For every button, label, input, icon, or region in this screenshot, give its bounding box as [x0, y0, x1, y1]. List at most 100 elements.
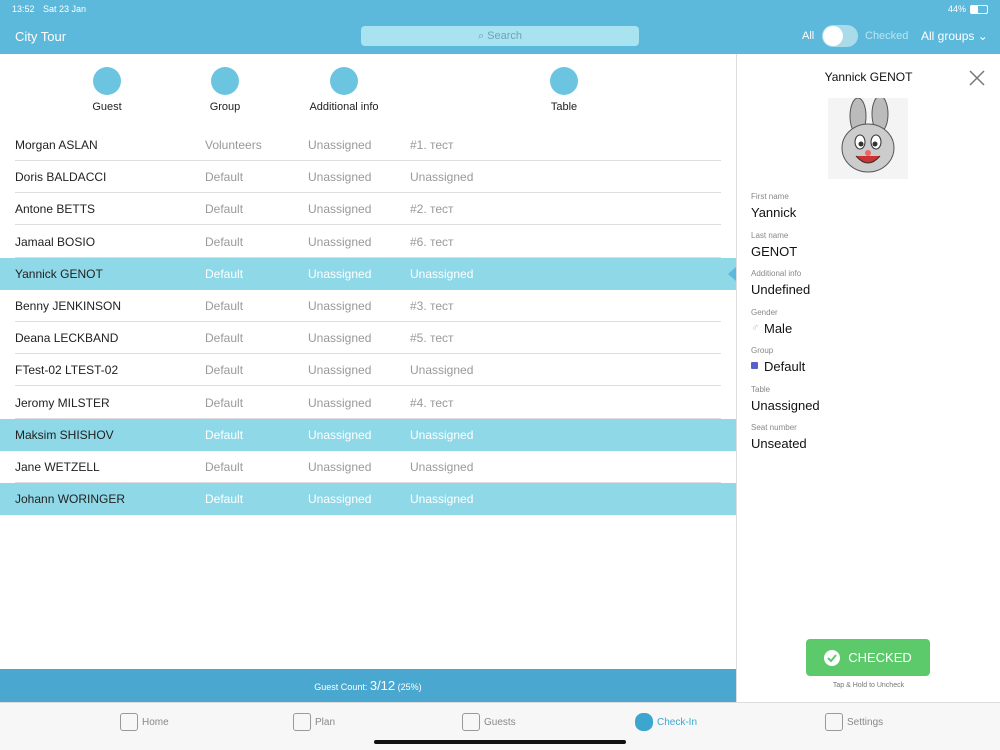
checked-button[interactable]: CHECKED [806, 639, 930, 676]
checked-button-label: CHECKED [848, 650, 912, 665]
cell: Morgan ASLAN [15, 138, 98, 152]
cell: Maksim SHISHOV [15, 427, 114, 442]
row-separator [15, 256, 721, 258]
field-value: GENOT [751, 243, 798, 259]
app-title: City Tour [15, 29, 67, 44]
field-label: Seat number [751, 423, 797, 432]
group-filter-label: All groups [921, 29, 975, 43]
cell: Default [205, 266, 244, 281]
status-date: Sat 23 Jan [43, 4, 87, 14]
row-separator [15, 321, 721, 322]
field-label: Gender [751, 307, 778, 317]
cell: Default [205, 234, 244, 249]
cell: Jeromy MILSTER [15, 395, 110, 410]
field-value: Undefined [751, 282, 811, 297]
cell: Unassigned [410, 266, 474, 281]
cell: Unassigned [308, 299, 372, 313]
cell: #2. тест [410, 202, 454, 217]
guest-row[interactable]: Jamaal BOSIO Default Unassigned #6. тест [0, 226, 736, 258]
panel-divider [736, 54, 737, 702]
hint: Tap & Hold to Uncheck [832, 682, 905, 689]
check-icon [824, 649, 841, 666]
cell: Default [205, 395, 244, 410]
guest-row[interactable]: Doris BALDACCI Default Unassigned Unassigne… [0, 161, 736, 194]
tab[interactable]: Settings [825, 702, 883, 742]
toggle-checked: Checked [865, 30, 909, 42]
field-label: Group [751, 346, 774, 355]
field-value: Unseated [751, 436, 807, 451]
cell: Unassigned [410, 427, 474, 442]
toggle[interactable] [822, 25, 858, 47]
cell: Unassigned [308, 266, 372, 281]
tab-label: Home [142, 716, 169, 728]
column-icon [211, 67, 239, 95]
cell: Unassigned [308, 170, 372, 185]
cell: #4. тест [410, 395, 454, 410]
field-value: Male [764, 320, 793, 336]
footer-count: 3/12 [369, 678, 396, 693]
cell: Antone BETTS [15, 202, 96, 217]
field-value: Default [764, 359, 806, 374]
detail-name: Yannick GENOT [824, 70, 913, 84]
tab-label: Guests [484, 716, 516, 728]
guest-row[interactable]: Benny JENKINSON Default Unassigned #3. тест [0, 290, 736, 322]
tab-label: Plan [315, 716, 336, 728]
cell: Unassigned [308, 234, 372, 249]
cell: Unassigned [308, 363, 372, 378]
cell: Unassigned [410, 460, 474, 474]
field-label: First name [751, 192, 789, 201]
guest-row[interactable]: FTest-02 LTEST-02 Default Unassigned Unassi… [0, 354, 736, 387]
row-separator [15, 353, 721, 355]
guest-row[interactable]: Morgan ASLAN Volunteers Unassigned #1. тест [0, 129, 736, 161]
tab-icon [825, 713, 843, 731]
cell: Jane WETZELL [15, 460, 100, 474]
selection-arrow [728, 266, 736, 281]
guest-row[interactable]: Maksim SHISHOV Default Unassigned Unassigne… [0, 418, 736, 451]
guest-row[interactable]: Deana LECKBAND Default Unassigned #5. тест [0, 322, 736, 355]
group-filter[interactable]: All groups ⌄ [921, 29, 988, 43]
cell: Default [205, 331, 244, 346]
cell: Unassigned [410, 170, 474, 185]
tab-icon [635, 713, 653, 731]
row-separator [15, 224, 721, 226]
row-separator [15, 482, 721, 483]
toggle-all: All [802, 30, 815, 42]
cell: FTest-02 LTEST-02 [15, 363, 119, 378]
status-time: 13:52 [12, 4, 35, 14]
cell: Doris BALDACCI [15, 170, 107, 185]
cell: Default [205, 363, 244, 378]
tab-icon [293, 713, 311, 731]
tab[interactable]: Guests [462, 702, 516, 742]
cell: Yannick GENOT [15, 266, 103, 281]
column-icon [550, 67, 578, 95]
group-color [751, 362, 758, 369]
footer-label: Guest Count: [314, 682, 368, 692]
guest-row[interactable]: Jeromy MILSTER Default Unassigned #4. тест [0, 387, 736, 419]
tab-label: Settings [847, 716, 884, 728]
tab-icon [462, 713, 480, 731]
tab[interactable]: Plan [293, 702, 335, 742]
column-header: Group [209, 101, 241, 113]
column-icon [93, 67, 121, 95]
search-field[interactable]: ⌕ Search [361, 26, 639, 46]
cell: Default [205, 492, 244, 507]
guest-row[interactable]: Yannick GENOT Default Unassigned Unassigned [0, 257, 736, 290]
tab[interactable]: Check-In [635, 702, 697, 742]
cell: Unassigned [308, 427, 372, 442]
cell: Default [205, 170, 244, 185]
cell: Unassigned [410, 492, 474, 507]
column-header: Guest [92, 101, 122, 113]
column-header: Table [550, 101, 578, 113]
row-separator [15, 385, 721, 387]
guest-row[interactable]: Johann WORINGER Default Unassigned Unassign… [0, 483, 736, 516]
guest-row[interactable]: Antone BETTS Default Unassigned #2. тест [0, 193, 736, 226]
cell: Unassigned [308, 492, 372, 507]
cell: Default [205, 299, 244, 313]
cell: #6. тест [410, 234, 454, 249]
guest-row[interactable]: Jane WETZELL Default Unassigned Unassigned [0, 451, 736, 483]
close-button[interactable] [968, 69, 986, 87]
tab-icon [120, 713, 138, 731]
tab[interactable]: Home [120, 702, 169, 742]
column-icon [330, 67, 358, 95]
